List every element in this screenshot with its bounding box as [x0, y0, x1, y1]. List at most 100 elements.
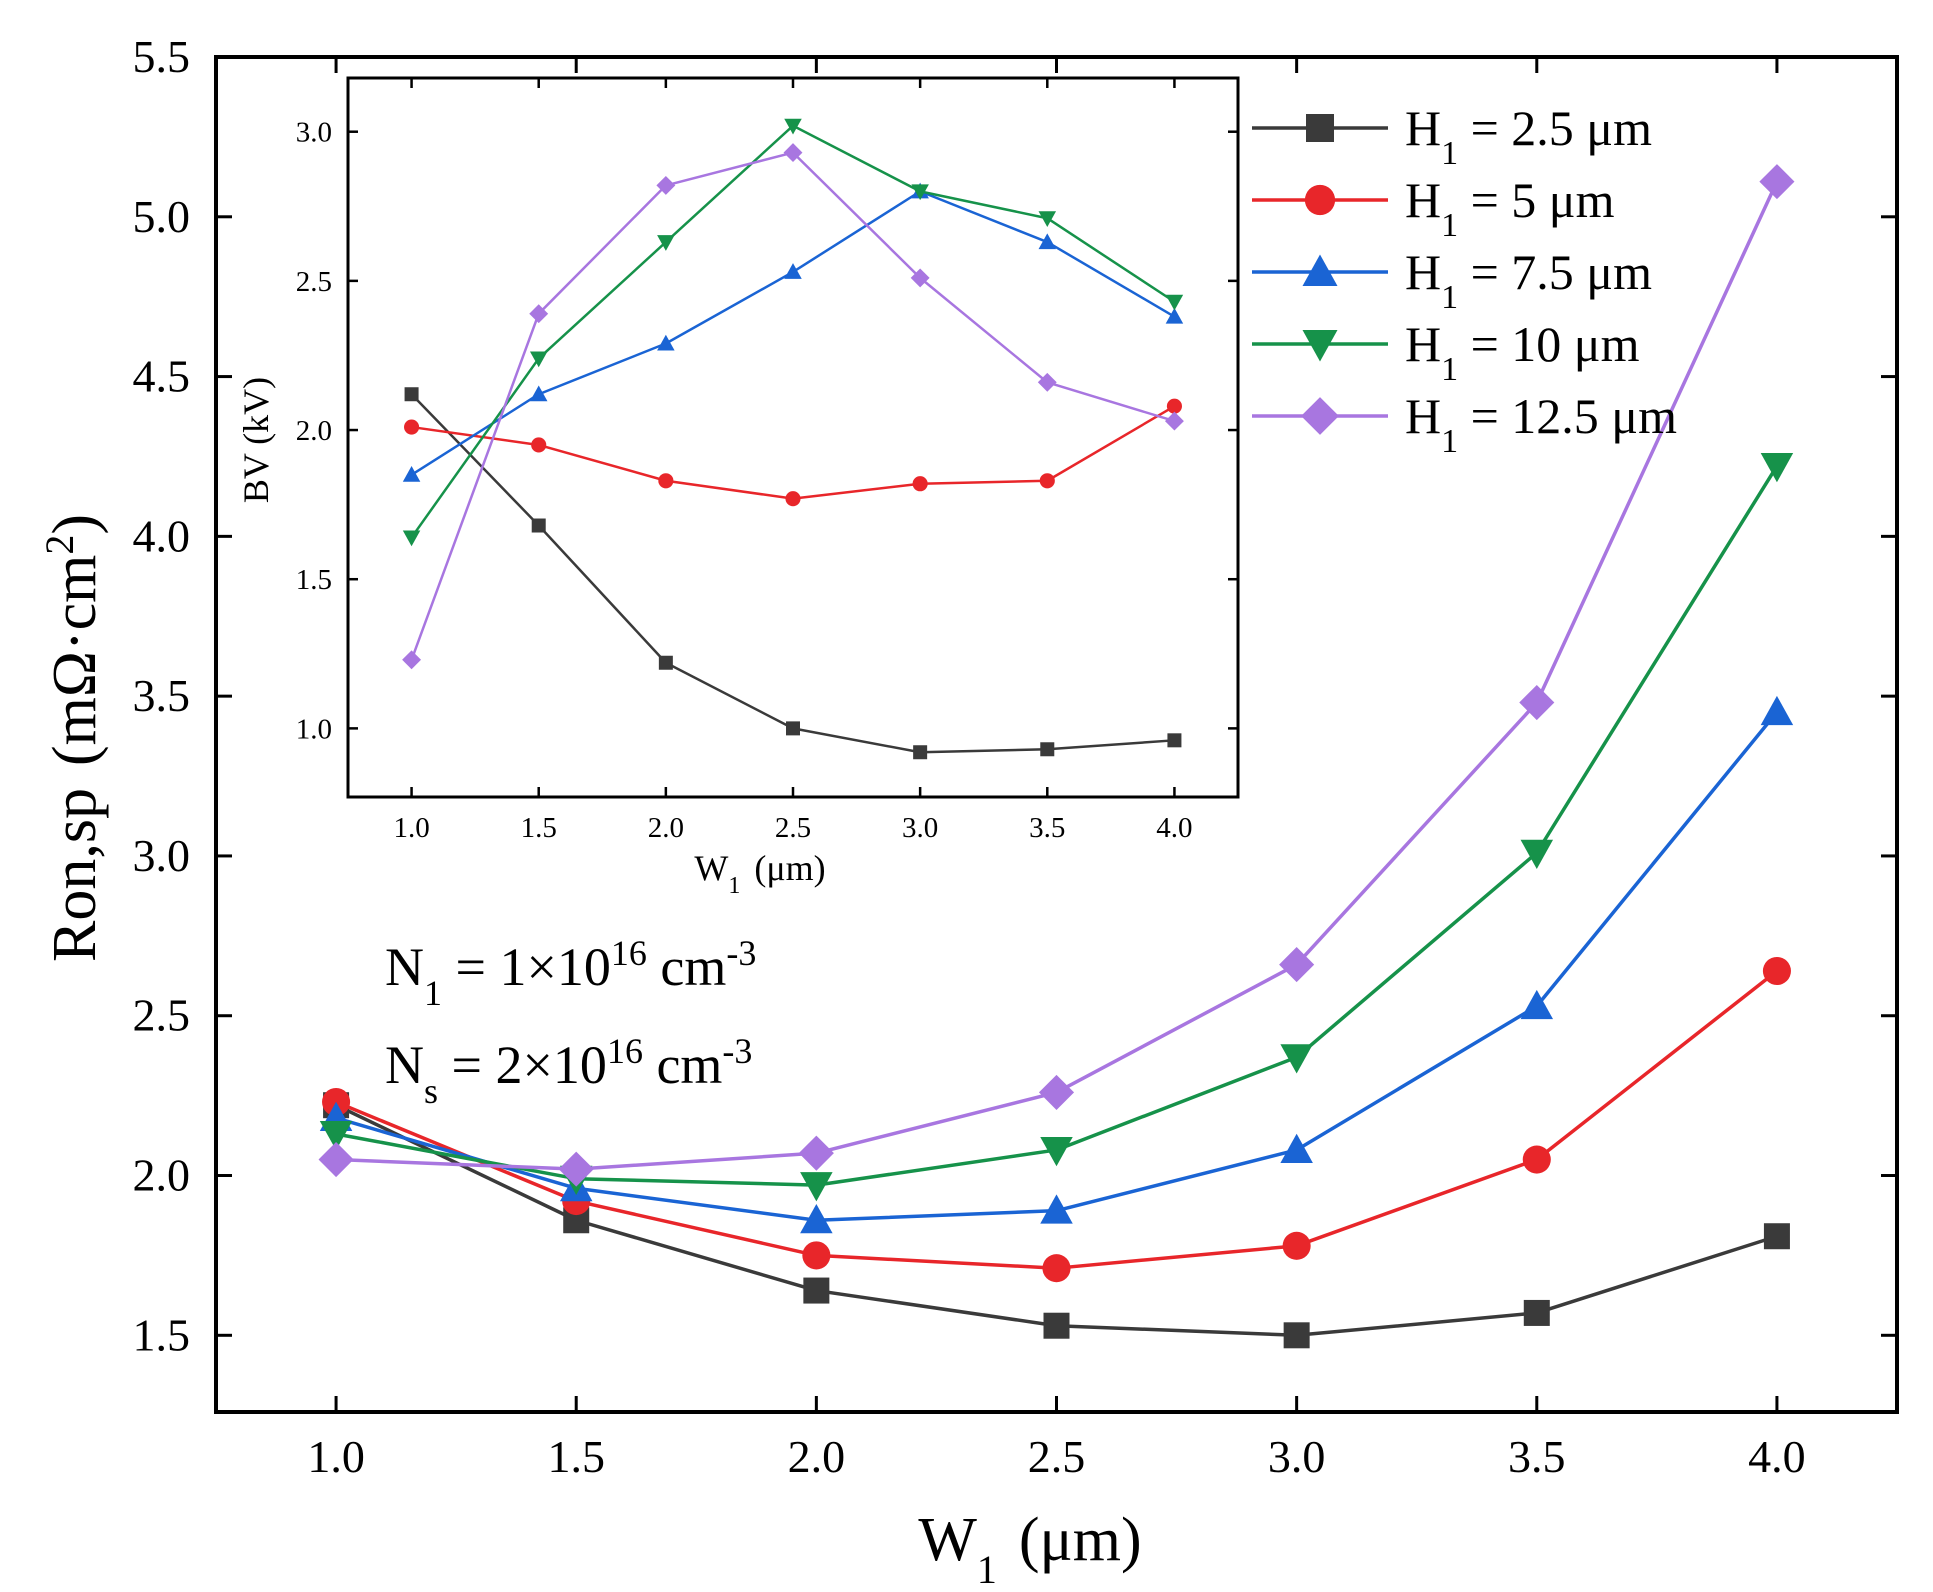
data-point — [1519, 684, 1555, 721]
inset-series — [402, 118, 1184, 760]
x-tick-label: 1.0 — [307, 1431, 365, 1482]
data-point — [404, 387, 419, 402]
data-point — [784, 118, 802, 135]
y-tick-label: 1.5 — [296, 564, 332, 596]
data-point — [1762, 956, 1791, 986]
x-tick-label: 2.5 — [775, 812, 811, 844]
data-point — [1760, 453, 1794, 483]
main-x-axis-title: W1 (μm) — [918, 1506, 1141, 1592]
data-point — [529, 304, 549, 324]
data-point — [784, 263, 802, 279]
x-tick-label: 3.0 — [1268, 1431, 1326, 1482]
y-tick-label: 1.5 — [133, 1309, 191, 1360]
data-point — [802, 1241, 831, 1270]
inset-ticks — [348, 78, 1238, 797]
main-series — [318, 164, 1795, 1349]
data-point — [531, 437, 547, 453]
legend-entry: H1 = 7.5 μm — [1405, 244, 1652, 316]
x-tick-label: 3.0 — [902, 812, 938, 844]
annotation-ns: Ns = 2×1016 cm-3 — [385, 1031, 752, 1111]
inset-x-axis-title: W1 (μm) — [694, 848, 825, 899]
data-point — [803, 1277, 830, 1304]
legend-marker — [1302, 330, 1338, 362]
data-point — [911, 184, 929, 201]
data-point — [1522, 1145, 1551, 1174]
y-tick-label: 4.0 — [133, 510, 191, 561]
legend-entry: H1 = 10 μm — [1405, 316, 1640, 388]
data-point — [1280, 1044, 1313, 1074]
data-point — [1039, 473, 1055, 489]
data-point — [529, 385, 548, 402]
inset-tick-labels: 1.0 1.5 2.0 2.5 3.0 3.5 4.0 1.0 1.5 2.0 2.5 3.0 — [296, 117, 1193, 844]
y-tick-label: 1.0 — [296, 713, 332, 745]
data-point — [657, 235, 675, 251]
data-point — [402, 650, 422, 670]
data-point — [1166, 398, 1182, 414]
data-point — [558, 1151, 594, 1187]
data-point — [1760, 695, 1794, 726]
data-point — [1037, 372, 1057, 392]
main-tick-labels: 1.0 1.5 2.0 2.5 3.0 3.5 4.0 1.5 2.0 2.5 3.0 3.5 4.0 4… — [133, 31, 1806, 1482]
y-tick-label: 5.5 — [133, 31, 191, 82]
data-point — [786, 721, 800, 736]
data-point — [912, 476, 928, 492]
x-tick-label: 2.0 — [648, 812, 684, 844]
annotation-n1: N1 = 1×1016 cm-3 — [385, 933, 756, 1013]
data-point — [800, 1204, 833, 1234]
inset-y-axis-title: BV (kV) — [236, 377, 276, 503]
data-point — [1165, 307, 1184, 324]
data-point — [1167, 733, 1182, 748]
data-point — [531, 518, 546, 533]
y-tick-label: 2.0 — [296, 415, 332, 447]
x-tick-label: 3.5 — [1029, 812, 1065, 844]
data-point — [785, 491, 801, 507]
legend-entry: H1 = 2.5 μm — [1405, 100, 1652, 172]
data-point — [1520, 989, 1554, 1020]
x-tick-label: 1.0 — [393, 812, 429, 844]
x-tick-label: 4.0 — [1748, 1431, 1806, 1482]
data-point — [1040, 742, 1055, 757]
legend-marker — [1304, 184, 1336, 216]
data-point — [1040, 1136, 1073, 1167]
main-ticks — [216, 55, 1897, 1412]
data-point — [1040, 1194, 1073, 1224]
data-point — [658, 473, 674, 489]
data-point — [1164, 411, 1184, 431]
data-point — [658, 655, 673, 670]
data-point — [1165, 294, 1184, 311]
data-point — [910, 268, 930, 288]
data-point — [1038, 233, 1057, 250]
data-point — [404, 419, 420, 435]
y-tick-label: 3.0 — [133, 830, 191, 881]
data-point — [1280, 1133, 1313, 1163]
data-point — [800, 1172, 833, 1202]
main-y-axis-title: Ron,sp(mΩ·cm2) — [37, 514, 110, 962]
data-point — [1038, 211, 1057, 227]
data-point — [318, 1141, 354, 1178]
data-point — [529, 351, 548, 368]
data-point — [913, 745, 928, 760]
legend-marker — [1301, 397, 1339, 435]
data-point — [402, 466, 421, 482]
y-tick-label: 4.5 — [133, 351, 191, 402]
data-point — [1042, 1254, 1071, 1283]
data-point — [783, 143, 803, 163]
data-point — [1283, 1322, 1310, 1349]
data-point — [1763, 1223, 1790, 1250]
y-tick-label: 2.0 — [133, 1150, 191, 1201]
y-tick-label: 3.5 — [133, 670, 191, 721]
y-tick-label: 2.5 — [296, 266, 332, 298]
data-point — [1038, 1074, 1075, 1110]
x-tick-label: 2.5 — [1028, 1431, 1086, 1482]
y-tick-label: 2.5 — [133, 990, 191, 1041]
y-tick-label: 5.0 — [133, 191, 191, 242]
data-point — [656, 175, 676, 195]
data-point — [402, 530, 421, 547]
data-point — [319, 1120, 353, 1151]
x-tick-label: 2.0 — [788, 1431, 846, 1482]
data-point — [1279, 947, 1315, 983]
data-point — [657, 334, 675, 351]
data-point — [1523, 1299, 1550, 1326]
